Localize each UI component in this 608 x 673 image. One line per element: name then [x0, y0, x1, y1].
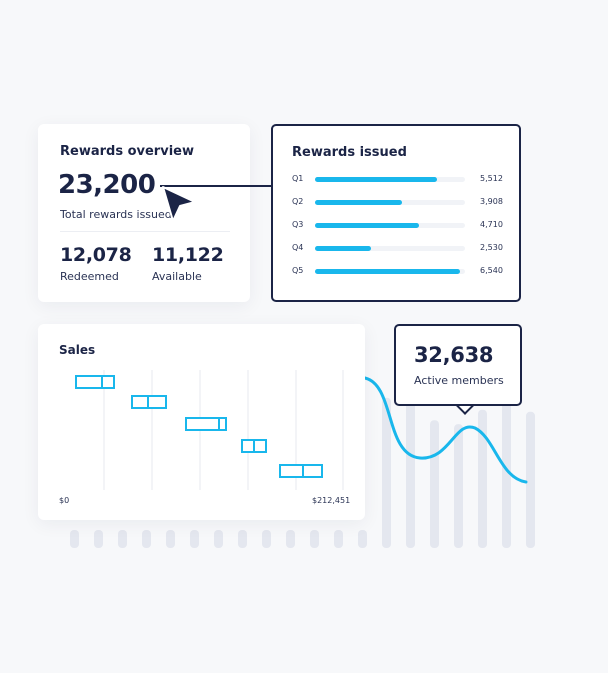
redeemed-label: Redeemed — [60, 270, 119, 283]
background-bar — [382, 397, 391, 548]
bar-value-label: 6,540 — [480, 266, 503, 275]
background-bar — [334, 530, 343, 548]
rewards-issued-title: Rewards issued — [292, 145, 407, 160]
rewards-issued-row: Q4 2,530 — [292, 243, 503, 255]
bar-track — [315, 246, 465, 251]
rewards-issued-row: Q1 5,512 — [292, 174, 503, 186]
bar-fill — [315, 246, 372, 251]
quarter-label: Q2 — [292, 197, 304, 206]
quarter-label: Q4 — [292, 243, 304, 252]
background-bar — [430, 420, 439, 548]
rewards-issued-card[interactable]: Rewards issued Q1 5,512 Q2 3,908 Q3 4,710 Q4 2,… — [271, 124, 521, 302]
bar-fill — [315, 269, 460, 274]
members-trend-line — [363, 376, 528, 484]
background-bar — [238, 530, 247, 548]
background-bar — [262, 530, 271, 548]
cursor-arrow-icon — [162, 186, 196, 222]
background-bar — [310, 530, 319, 548]
background-bar — [454, 424, 463, 548]
total-rewards-value: 23,200 — [58, 170, 156, 200]
sales-title: Sales — [59, 343, 96, 357]
background-bar — [94, 530, 103, 548]
rewards-issued-row: Q3 4,710 — [292, 220, 503, 232]
available-stat: 11,122 Available — [152, 244, 224, 283]
bar-fill — [315, 200, 402, 205]
bar-value-label: 5,512 — [480, 174, 503, 183]
rewards-overview-title: Rewards overview — [60, 144, 194, 159]
background-bar — [406, 399, 415, 548]
bar-value-label: 2,530 — [480, 243, 503, 252]
quarter-label: Q1 — [292, 174, 304, 183]
available-value: 11,122 — [152, 244, 224, 266]
background-bar — [478, 409, 487, 548]
bar-track — [315, 200, 465, 205]
bar-fill — [315, 223, 420, 228]
background-bar — [70, 530, 79, 548]
bar-track — [315, 223, 465, 228]
background-bar — [166, 530, 175, 548]
background-bar — [190, 530, 199, 548]
quarter-label: Q3 — [292, 220, 304, 229]
sales-range-box — [185, 417, 227, 431]
redeemed-value: 12,078 — [60, 244, 132, 266]
background-bar — [214, 530, 223, 548]
sales-axis-max-label: $212,451 — [312, 496, 351, 505]
available-label: Available — [152, 270, 202, 283]
bar-value-label: 4,710 — [480, 220, 503, 229]
active-members-value: 32,638 — [414, 343, 494, 367]
bar-fill — [315, 177, 438, 182]
rewards-overview-card: Rewards overview 23,200 Total rewards is… — [38, 124, 250, 302]
active-members-callout: 32,638 Active members — [394, 324, 522, 406]
bar-track — [315, 177, 465, 182]
background-bar — [286, 530, 295, 548]
divider — [60, 231, 230, 232]
connector-line — [160, 185, 273, 187]
rewards-issued-row: Q5 6,540 — [292, 266, 503, 278]
background-bar — [358, 530, 367, 548]
background-bar — [118, 530, 127, 548]
bar-track — [315, 269, 465, 274]
total-rewards-label: Total rewards issued — [60, 208, 172, 221]
background-bar — [526, 411, 535, 548]
sales-range-box — [279, 464, 323, 478]
sales-gantt-chart — [75, 370, 344, 490]
redeemed-stat: 12,078 Redeemed — [60, 244, 132, 283]
sales-card: Sales $0 $212,451 — [38, 324, 365, 520]
active-members-label: Active members — [414, 374, 504, 387]
sales-range-box — [75, 375, 115, 389]
quarter-label: Q5 — [292, 266, 304, 275]
rewards-issued-row: Q2 3,908 — [292, 197, 503, 209]
bar-value-label: 3,908 — [480, 197, 503, 206]
sales-axis-min-label: $0 — [59, 496, 70, 505]
background-bar — [142, 530, 151, 548]
